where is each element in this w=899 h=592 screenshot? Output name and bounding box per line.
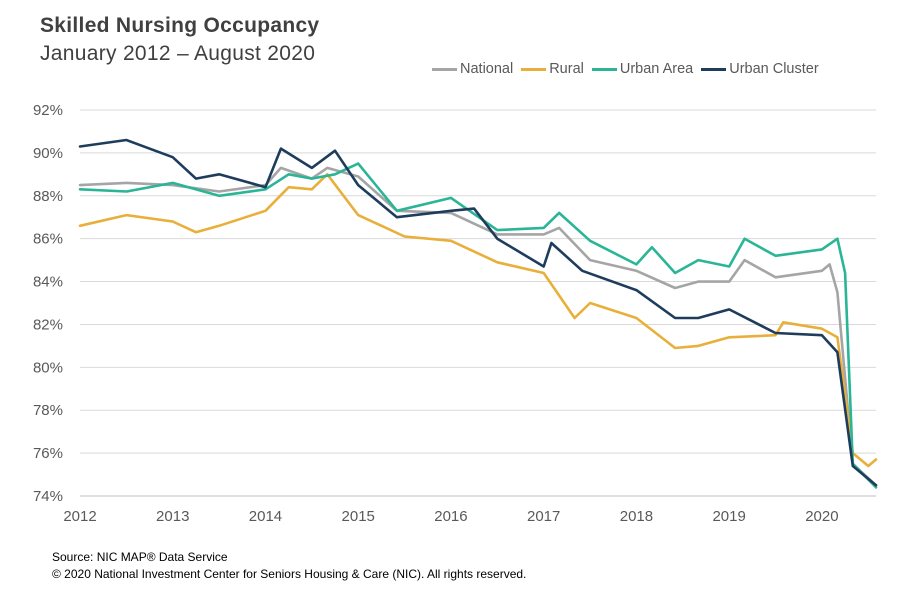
copyright-note: © 2020 National Investment Center for Se… <box>52 567 527 581</box>
y-tick-label: 80% <box>33 359 63 376</box>
y-tick-label: 76% <box>33 445 63 462</box>
chart-legend: National Rural Urban Area Urban Cluster <box>432 61 827 77</box>
chart-title: Skilled Nursing Occupancy <box>40 14 320 37</box>
legend-label-urban-cluster: Urban Cluster <box>729 61 819 77</box>
legend-swatch-urban-area <box>591 67 617 71</box>
x-tick-label: 2012 <box>63 508 96 525</box>
x-tick-label: 2019 <box>712 508 745 525</box>
y-tick-label: 92% <box>33 102 63 119</box>
legend-swatch-rural <box>521 67 547 71</box>
chart-subtitle: January 2012 – August 2020 <box>40 42 316 65</box>
x-tick-label: 2014 <box>249 508 282 525</box>
line-chart: 74% 76% 78% 80% 82% 84% 86% 88% 90% 92% 2012 2013 20… <box>33 102 878 525</box>
legend-label-urban-area: Urban Area <box>619 61 694 77</box>
series-line-urban-area <box>78 162 878 489</box>
y-tick-label: 82% <box>33 316 63 333</box>
legend-item-urban-cluster: Urban Cluster <box>701 61 819 77</box>
y-tick-label: 74% <box>33 488 63 505</box>
legend-label-rural: Rural <box>549 61 584 77</box>
y-tick-label: 90% <box>33 145 63 162</box>
x-tick-label: 2017 <box>527 508 560 525</box>
y-tick-label: 78% <box>33 402 63 419</box>
x-tick-label: 2015 <box>342 508 375 525</box>
x-tick-label: 2016 <box>434 508 467 525</box>
y-tick-label: 84% <box>33 274 63 291</box>
legend-swatch-national <box>432 67 457 71</box>
x-tick-label: 2013 <box>156 508 189 525</box>
y-tick-label: 86% <box>33 231 63 248</box>
series-line-urban-cluster <box>78 138 878 487</box>
legend-item-national: National <box>432 61 513 77</box>
legend-swatch-urban-cluster <box>701 67 727 71</box>
y-tick-label: 88% <box>33 188 63 205</box>
source-note: Source: NIC MAP® Data Service <box>52 550 228 564</box>
legend-item-rural: Rural <box>521 61 584 77</box>
legend-label-national: National <box>460 61 514 77</box>
x-tick-label: 2020 <box>805 508 838 525</box>
legend-item-urban-area: Urban Area <box>591 61 694 77</box>
x-tick-label: 2018 <box>620 508 653 525</box>
series-line-rural <box>78 173 878 468</box>
